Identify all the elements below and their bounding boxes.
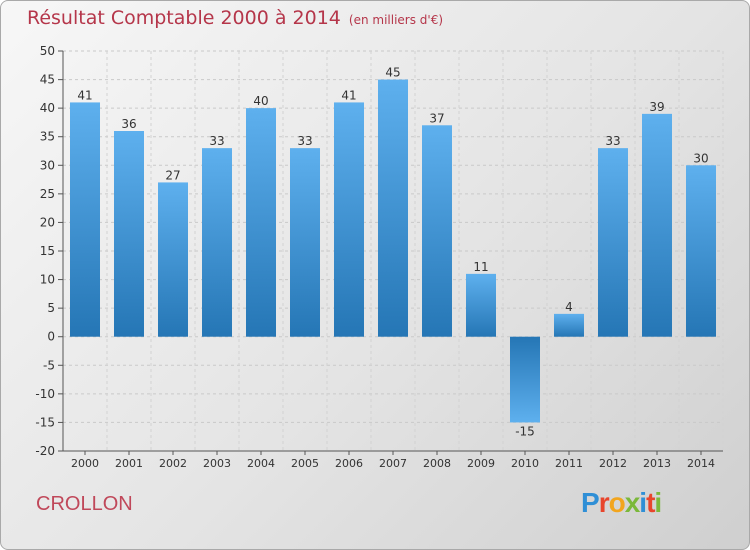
y-tick-label: 0 — [47, 330, 55, 344]
y-tick-label: 35 — [40, 130, 55, 144]
value-label: 37 — [429, 111, 444, 125]
bar-2007 — [378, 79, 408, 337]
value-label: 33 — [297, 134, 312, 148]
x-tick-label: 2007 — [379, 457, 407, 470]
value-label: 39 — [649, 100, 664, 114]
bar-2000 — [70, 102, 100, 337]
y-tick-label: -5 — [43, 358, 55, 372]
value-label: 36 — [121, 117, 136, 131]
x-tick-label: 2009 — [467, 457, 495, 470]
y-tick-label: -20 — [35, 444, 55, 458]
brand-letter: i — [639, 487, 647, 518]
brand-letter: x — [624, 487, 641, 518]
value-label: 33 — [605, 134, 620, 148]
x-tick-label: 2001 — [115, 457, 143, 470]
bar-2013 — [642, 113, 672, 337]
bars — [70, 79, 716, 423]
brand-letter: t — [646, 487, 655, 518]
value-label: 41 — [77, 88, 92, 102]
x-tick-label: 2003 — [203, 457, 231, 470]
value-label: 4 — [565, 300, 573, 314]
y-tick-label: 45 — [40, 73, 55, 87]
x-tick-label: 2002 — [159, 457, 187, 470]
chart-subtitle: (en milliers d'€) — [348, 13, 444, 27]
x-tick-label: 2010 — [511, 457, 539, 470]
bar-2010 — [510, 336, 540, 423]
value-label: 30 — [693, 151, 708, 165]
x-tick-label: 2000 — [71, 457, 99, 470]
labels: 50454035302520151050-5-10-15-20412000362… — [35, 44, 715, 470]
bar-2014 — [686, 165, 716, 337]
bar-2011 — [554, 313, 584, 337]
x-tick-label: 2004 — [247, 457, 275, 470]
brand-letter: o — [608, 487, 626, 518]
bar-2003 — [202, 148, 232, 337]
value-label: 41 — [341, 88, 356, 102]
x-tick-label: 2006 — [335, 457, 363, 470]
bar-2004 — [246, 108, 276, 337]
value-label: 11 — [473, 260, 488, 274]
chart-title: Résultat Comptable 2000 à 2014 — [27, 7, 341, 29]
y-tick-label: 15 — [40, 244, 55, 258]
y-tick-label: -15 — [35, 415, 55, 429]
value-label: 27 — [165, 168, 180, 182]
value-label: 45 — [385, 66, 400, 80]
y-tick-label: 50 — [40, 44, 55, 58]
x-tick-label: 2014 — [687, 457, 715, 470]
value-label: 40 — [253, 94, 268, 108]
brand-logo: Proxiti — [581, 487, 662, 519]
x-tick-label: 2012 — [599, 457, 627, 470]
x-tick-label: 2011 — [555, 457, 583, 470]
y-tick-label: 5 — [47, 301, 55, 315]
brand-letter: r — [598, 487, 610, 518]
y-tick-label: -10 — [35, 387, 55, 401]
bar-2008 — [422, 125, 452, 337]
chart-title-block: Résultat Comptable 2000 à 2014 (en millie… — [27, 7, 443, 29]
bar-2012 — [598, 148, 628, 337]
y-tick-label: 10 — [40, 273, 55, 287]
y-tick-label: 40 — [40, 101, 55, 115]
bar-2006 — [334, 102, 364, 337]
brand-letter: i — [654, 487, 662, 518]
y-tick-label: 20 — [40, 215, 55, 229]
place-name: CROLLON — [36, 493, 133, 515]
axes — [58, 50, 723, 455]
x-tick-label: 2005 — [291, 457, 319, 470]
y-tick-label: 30 — [40, 158, 55, 172]
bar-2002 — [158, 182, 188, 337]
brand-letter: P — [581, 487, 600, 518]
value-label: 33 — [209, 134, 224, 148]
bar-2001 — [114, 131, 144, 337]
bar-2005 — [290, 148, 320, 337]
y-tick-label: 25 — [40, 187, 55, 201]
value-label: -15 — [515, 424, 535, 438]
x-tick-label: 2008 — [423, 457, 451, 470]
bar-2009 — [466, 273, 496, 337]
x-tick-label: 2013 — [643, 457, 671, 470]
